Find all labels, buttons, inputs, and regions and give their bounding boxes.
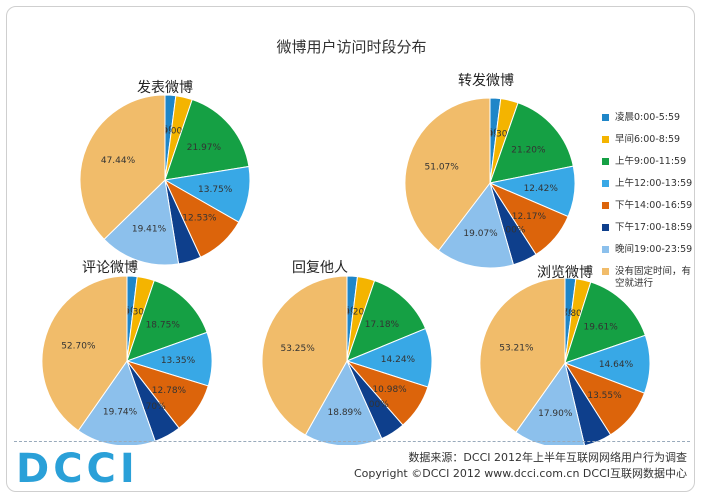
slice-value-label: 19.74% <box>103 408 138 418</box>
chart-title: 微博用户访问时段分布 <box>276 38 427 56</box>
pie-title: 浏览微博 <box>537 264 593 281</box>
slice-value-label: 53.25% <box>280 344 315 354</box>
legend-label: 凌晨0:00-5:59 <box>615 112 681 123</box>
legend-swatch <box>602 224 609 231</box>
slice-value-label: 2.70% <box>554 308 583 318</box>
pie-title: 发表微博 <box>137 79 193 96</box>
pie-title: 评论微博 <box>82 259 138 276</box>
pie-slice <box>103 178 180 266</box>
slice-value-label: 18.89% <box>328 408 363 418</box>
pie-slice <box>261 275 348 436</box>
legend-swatch <box>602 268 609 275</box>
legend: 凌晨0:00-5:59 早间6:00-8:59 上午9:00-11:59 上午12:0… <box>602 112 698 300</box>
slice-value-label: 14.24% <box>381 355 416 365</box>
legend-swatch <box>602 158 609 165</box>
pie-slice <box>479 277 566 434</box>
legend-swatch <box>602 202 609 209</box>
pie-slice <box>164 98 250 181</box>
slice-value-label: 17.90% <box>538 409 573 419</box>
slice-value-label: 4.20% <box>344 307 373 317</box>
slice-value-label: 12.42% <box>524 184 559 194</box>
legend-label: 上午9:00-11:59 <box>615 156 687 167</box>
legend-item: 上午12:00-13:59 <box>602 178 698 190</box>
slice-value-label: 2.50% <box>336 306 365 316</box>
slice-value-label: 47.44% <box>101 156 136 166</box>
slice-value-label: 21.97% <box>187 143 222 153</box>
slice-value-label: 4.00% <box>162 126 191 136</box>
slice-value-label: 13.75% <box>198 185 233 195</box>
slice-value-label: 2.60% <box>154 125 183 135</box>
pie-slice <box>79 94 166 241</box>
slice-value-label: 51.07% <box>425 163 460 173</box>
pie-slice <box>437 181 515 269</box>
slice-value-label: 2.50% <box>116 306 145 316</box>
legend-swatch <box>602 246 609 253</box>
dcci-logo: DCCI <box>16 450 139 486</box>
logo-text: DCCI <box>16 450 139 486</box>
legend-item: 下午17:00-18:59 <box>602 222 698 234</box>
pie-title: 转发微博 <box>458 72 514 89</box>
slice-value-label: 4.30% <box>487 129 516 139</box>
slice-value-label: 19.61% <box>583 323 618 333</box>
slice-value-label: 10.98% <box>372 385 407 395</box>
legend-swatch <box>602 114 609 121</box>
legend-item: 早间6:00-8:59 <box>602 134 698 146</box>
pie-slice <box>404 97 491 252</box>
pie-slice <box>304 359 383 445</box>
slice-value-label: 12.17% <box>512 212 547 222</box>
pie-charts: 2.60%4.00%21.97%13.75%12.53%19.41%47.44%… <box>41 72 651 445</box>
pie-slice <box>489 102 574 184</box>
slice-value-label: 2.60% <box>479 128 508 138</box>
legend-item: 下午14:00-16:59 <box>602 200 698 212</box>
legend-label: 下午17:00-18:59 <box>615 222 693 233</box>
pie-slice <box>126 279 208 362</box>
slice-value-label: 52.70% <box>61 342 96 352</box>
legend-item: 凌晨0:00-5:59 <box>602 112 698 124</box>
legend-swatch <box>602 136 609 143</box>
slice-value-label: 14.64% <box>599 360 634 370</box>
pie-slice <box>41 275 128 432</box>
pie-title: 回复他人 <box>292 259 348 276</box>
slice-value-label: 19.41% <box>132 224 167 234</box>
pie-slice <box>346 279 427 362</box>
legend-label: 早间6:00-8:59 <box>615 134 681 145</box>
pie-slice <box>77 359 156 445</box>
slice-value-label: 13.55% <box>587 391 622 401</box>
slice-value-label: 21.20% <box>511 145 546 155</box>
slice-value-label: 12.78% <box>152 386 187 396</box>
legend-label: 下午14:00-16:59 <box>615 200 693 211</box>
source-text: 数据来源：DCCI 2012年上半年互联网网络用户行为调查 <box>408 451 687 464</box>
slice-value-label: 18.75% <box>146 321 181 331</box>
slice-value-label: 12.53% <box>182 214 217 224</box>
copyright-text: Copyright ©DCCI 2012 www.dcci.com.cn DCC… <box>354 467 687 480</box>
slice-value-label: 6.00% <box>497 225 526 235</box>
slice-value-label: 13.35% <box>161 356 196 366</box>
slice-value-label: 4.30% <box>124 307 153 317</box>
legend-label: 上午12:00-13:59 <box>615 178 693 189</box>
slice-value-label: 19.07% <box>463 229 498 239</box>
slice-value-label: 6.70% <box>137 402 166 412</box>
legend-label: 没有固定时间，有空就进行 <box>615 266 692 289</box>
pie-slice <box>564 281 646 364</box>
legend-item: 上午9:00-11:59 <box>602 156 698 168</box>
slice-value-label: 53.21% <box>499 344 534 354</box>
legend-item: 晚间19:00-23:59 <box>602 244 698 256</box>
slice-value-label: 17.18% <box>365 320 400 330</box>
legend-item: 没有固定时间，有空就进行 <box>602 266 698 290</box>
legend-label: 晚间19:00-23:59 <box>615 244 693 255</box>
legend-swatch <box>602 180 609 187</box>
slice-value-label: 6.00% <box>360 400 389 410</box>
chart-frame <box>6 6 695 492</box>
footer-divider <box>14 441 690 442</box>
slice-value-label: 3.80% <box>562 309 591 319</box>
pie-slice <box>515 361 585 445</box>
